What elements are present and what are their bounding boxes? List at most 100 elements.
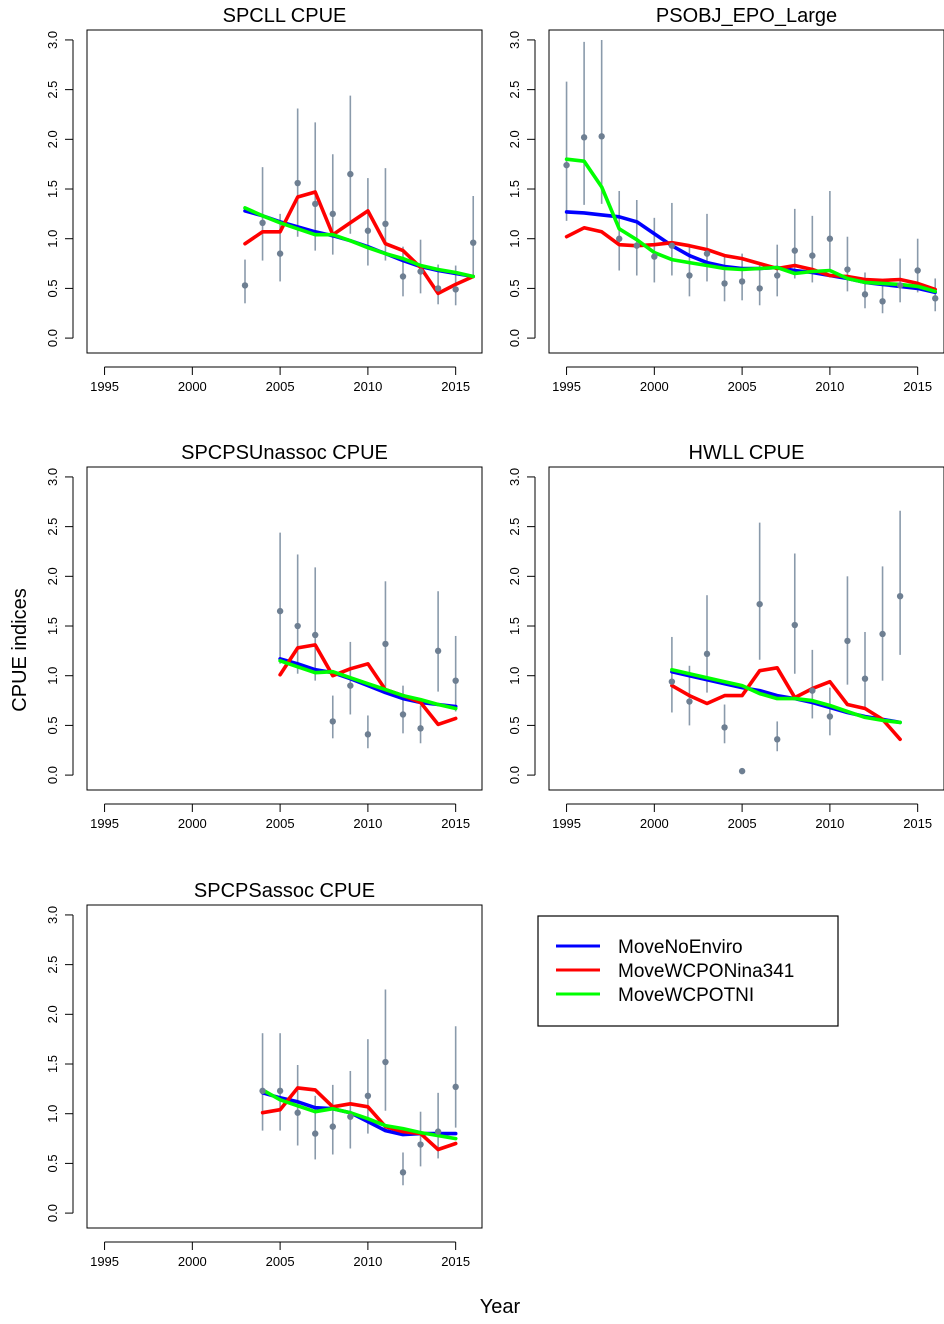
y-tick-label: 1.5 bbox=[45, 180, 60, 198]
observed-point bbox=[809, 687, 816, 694]
y-tick-label: 1.5 bbox=[45, 1055, 60, 1073]
y-axis-label: CPUE indices bbox=[9, 588, 31, 711]
observed-point bbox=[364, 227, 372, 234]
x-tick-label: 2015 bbox=[441, 379, 470, 394]
y-tick-label: 1.0 bbox=[45, 667, 60, 685]
observed-point bbox=[738, 767, 746, 775]
x-tick-label: 1995 bbox=[552, 379, 581, 394]
observed-point bbox=[598, 133, 605, 140]
panel-3: SPCPSUnassoc CPUE 1995 2000 2005 2010 2015 0.0… bbox=[45, 442, 483, 831]
legend-label: MoveWCPONina341 bbox=[618, 961, 794, 982]
observed-point bbox=[399, 1169, 407, 1176]
panel-title: HWLL CPUE bbox=[689, 442, 805, 464]
y-tick-label: 1.5 bbox=[45, 617, 60, 635]
observed-point bbox=[276, 250, 284, 257]
y-tick-label: 1.0 bbox=[45, 230, 60, 248]
x-tick-label: 2000 bbox=[178, 379, 207, 394]
y-tick-label: 2.5 bbox=[507, 81, 522, 99]
series-line-MoveWCPOTNI bbox=[243, 206, 476, 279]
x-tick-label: 2005 bbox=[266, 379, 295, 394]
series-line-MoveWCPONina341 bbox=[260, 1086, 458, 1152]
observed-point bbox=[312, 1130, 319, 1137]
series-line-MoveWCPONina341 bbox=[670, 665, 902, 742]
observed-point bbox=[259, 219, 266, 227]
observed-point bbox=[826, 235, 834, 242]
x-tick-label: 2015 bbox=[441, 1254, 470, 1269]
y-tick-label: 3.0 bbox=[45, 31, 60, 49]
plot-frame bbox=[548, 29, 944, 354]
panel-5: SPCPSassoc CPUE 1995 2000 2005 2010 2015 0.0 0.… bbox=[45, 880, 483, 1269]
y-tick-label: 3.0 bbox=[507, 31, 522, 49]
legend-label: MoveWCPOTNI bbox=[618, 985, 754, 1006]
y-tick-label: 2.0 bbox=[507, 567, 522, 585]
x-tick-label: 2010 bbox=[353, 816, 382, 831]
observed-point bbox=[896, 593, 904, 600]
y-tick-label: 2.5 bbox=[45, 956, 60, 974]
observed-point bbox=[470, 239, 477, 246]
x-tick-label: 1995 bbox=[552, 816, 581, 831]
panel-4: HWLL CPUE 1995 2000 2005 2010 2015 0.0 0.5 1.0 1.… bbox=[507, 442, 944, 831]
x-tick-label: 2000 bbox=[178, 816, 207, 831]
observed-point bbox=[434, 647, 442, 655]
observed-point bbox=[879, 298, 886, 305]
observed-point bbox=[633, 242, 640, 249]
y-tick-label: 0.0 bbox=[507, 329, 522, 347]
observed-point bbox=[452, 1083, 459, 1091]
observed-point bbox=[382, 640, 389, 648]
observed-point bbox=[312, 200, 319, 208]
observed-point bbox=[826, 713, 834, 720]
y-tick-label: 0.5 bbox=[507, 716, 522, 734]
x-tick-label: 2015 bbox=[441, 816, 470, 831]
y-tick-label: 2.5 bbox=[507, 518, 522, 536]
y-tick-label: 0.0 bbox=[45, 1204, 60, 1222]
y-tick-label: 0.5 bbox=[45, 716, 60, 734]
observed-point bbox=[896, 282, 904, 289]
y-tick-label: 3.0 bbox=[45, 468, 60, 486]
observed-point bbox=[364, 1092, 372, 1100]
observed-point bbox=[914, 267, 921, 274]
x-tick-label: 1995 bbox=[90, 379, 119, 394]
observed-point bbox=[241, 282, 249, 289]
x-tick-label: 1995 bbox=[90, 1254, 119, 1269]
observed-point bbox=[563, 161, 570, 169]
y-tick-label: 1.0 bbox=[507, 230, 522, 248]
observed-point bbox=[399, 273, 407, 280]
series-line-MoveWCPOTNI bbox=[564, 157, 938, 294]
observed-point bbox=[347, 682, 354, 689]
observed-point bbox=[364, 731, 372, 738]
panel-title: SPCPSUnassoc CPUE bbox=[181, 442, 388, 464]
observed-point bbox=[382, 1058, 389, 1066]
y-tick-label: 0.5 bbox=[507, 279, 522, 297]
plot-frame bbox=[86, 466, 483, 791]
y-tick-label: 1.0 bbox=[45, 1105, 60, 1123]
series-line-MoveWCPOTNI bbox=[278, 658, 458, 711]
y-tick-label: 3.0 bbox=[45, 906, 60, 924]
x-tick-label: 2000 bbox=[640, 379, 669, 394]
observed-point bbox=[294, 622, 301, 630]
observed-point bbox=[417, 268, 424, 275]
observed-point bbox=[774, 272, 781, 279]
observed-point bbox=[721, 280, 728, 287]
observed-point bbox=[668, 678, 676, 685]
x-tick-label: 2010 bbox=[353, 379, 382, 394]
observed-point bbox=[844, 637, 851, 645]
observed-point bbox=[809, 252, 816, 259]
x-tick-label: 2010 bbox=[815, 379, 844, 394]
observed-point bbox=[294, 179, 301, 187]
x-tick-label: 2005 bbox=[266, 1254, 295, 1269]
observed-point bbox=[721, 724, 728, 731]
observed-point bbox=[703, 250, 711, 257]
observed-point bbox=[703, 650, 711, 658]
observed-point bbox=[686, 272, 693, 279]
observed-point bbox=[756, 600, 763, 608]
series-line-MoveWCPOTNI bbox=[670, 667, 902, 725]
panel-title: PSOBJ_EPO_Large bbox=[656, 5, 837, 27]
series-line-MoveWCPONina341 bbox=[278, 643, 458, 727]
x-tick-label: 1995 bbox=[90, 816, 119, 831]
panel-2: PSOBJ_EPO_Large 1995 2000 2005 2010 2015 0.0 0.… bbox=[507, 5, 944, 394]
observed-point bbox=[756, 285, 763, 292]
series-line-MoveNoEnviro bbox=[278, 656, 458, 709]
plot-frame bbox=[548, 466, 944, 791]
observed-point bbox=[417, 1141, 424, 1148]
observed-point bbox=[382, 220, 389, 227]
